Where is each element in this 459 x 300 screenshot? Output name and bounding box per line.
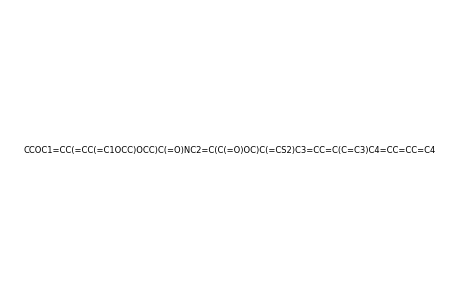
Text: CCOC1=CC(=CC(=C1OCC)OCC)C(=O)NC2=C(C(=O)OC)C(=CS2)C3=CC=C(C=C3)C4=CC=CC=C4: CCOC1=CC(=CC(=C1OCC)OCC)C(=O)NC2=C(C(=O)… bbox=[24, 146, 435, 154]
